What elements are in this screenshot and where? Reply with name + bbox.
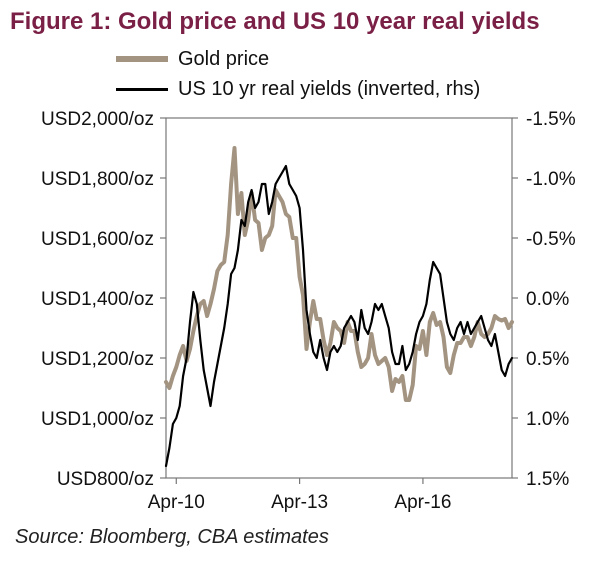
right-axis-tick-label: 1.5% [526,469,569,490]
x-axis-tick-label: Apr-10 [148,492,205,513]
right-axis-tick-label: 1.0% [526,409,569,430]
left-axis-tick-label: USD800/oz [57,469,154,490]
right-axis-tick-label: 0.5% [526,349,569,370]
plot-frame [165,117,513,479]
left-axis-tick-label: USD2,000/oz [41,109,154,130]
legend-label-yield: US 10 yr real yields (inverted, rhs) [178,77,481,100]
legend: Gold price US 10 yr real yields (inverte… [116,46,480,106]
legend-item-gold: Gold price [116,46,480,72]
legend-label-gold: Gold price [178,47,270,70]
chart-title: Figure 1: Gold price and US 10 year real… [10,8,540,35]
left-axis-tick-label: USD1,200/oz [41,349,154,370]
left-axis-tick-label: USD1,800/oz [41,169,154,190]
x-axis-tick-label: Apr-13 [271,492,328,513]
source-note: Source: Bloomberg, CBA estimates [15,526,329,548]
left-axis-tick-label: USD1,600/oz [41,229,154,250]
right-axis-tick-label: -1.0% [526,169,576,190]
right-axis-tick-label: 0.0% [526,289,569,310]
gold-price-line [164,146,514,402]
right-axis-tick-label: -0.5% [526,229,576,250]
legend-swatch-gold [116,56,168,62]
legend-item-yield: US 10 yr real yields (inverted, rhs) [116,76,480,102]
right-axis-tick-label: -1.5% [526,109,576,130]
left-axis-tick-label: USD1,400/oz [41,289,154,310]
real-yield-line [164,164,514,468]
left-axis-tick-label: USD1,000/oz [41,409,154,430]
x-axis-tick-label: Apr-16 [394,492,451,513]
legend-swatch-yield [116,87,168,91]
